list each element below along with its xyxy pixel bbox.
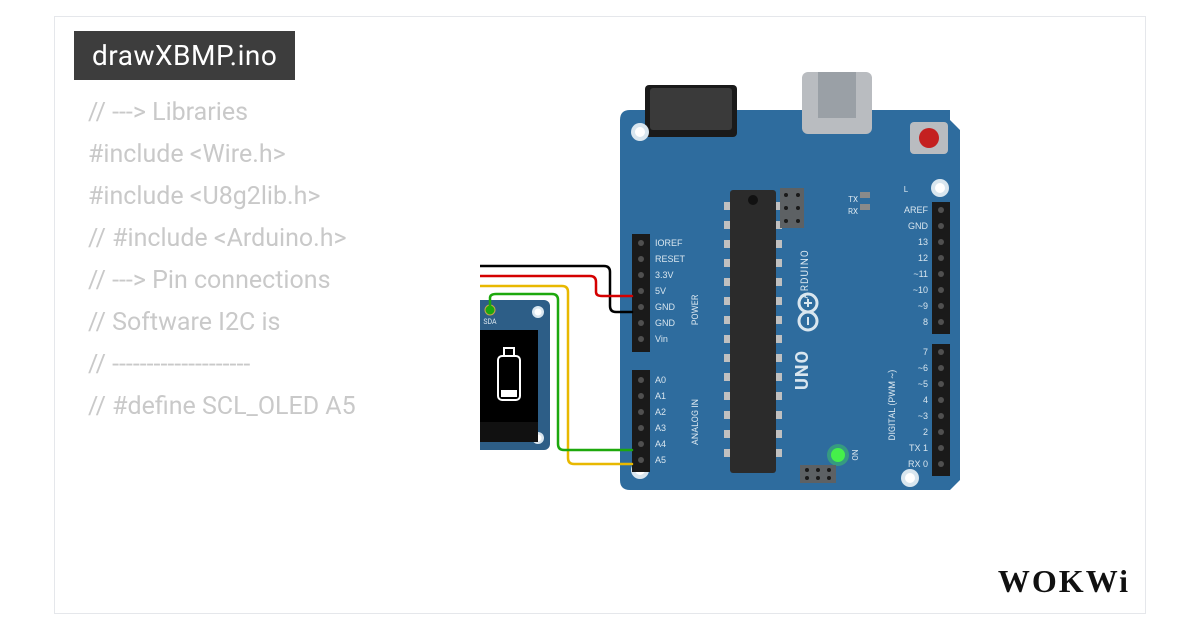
- svg-text:A1: A1: [655, 391, 666, 401]
- svg-text:~3: ~3: [918, 411, 928, 421]
- digital-label: DIGITAL (PWM ~): [887, 370, 898, 441]
- svg-text:~6: ~6: [918, 363, 928, 373]
- svg-text:IOREF: IOREF: [655, 238, 683, 248]
- svg-text:~11: ~11: [913, 269, 928, 279]
- tx-label: TX: [848, 195, 858, 204]
- svg-text:GND: GND: [655, 318, 676, 328]
- arduino-logo-text: ARDUINO: [800, 249, 811, 298]
- svg-text:SDA: SDA: [483, 318, 497, 326]
- analog-label: ANALOG IN: [691, 399, 701, 445]
- svg-text:2: 2: [923, 427, 928, 437]
- filename-tag: drawXBMP.ino: [74, 31, 295, 80]
- svg-text:A4: A4: [655, 439, 666, 449]
- svg-text:TX 1: TX 1: [909, 443, 928, 453]
- oled-module: GNDVCCSCLSDA 100%80%60%40%20%: [480, 300, 550, 450]
- svg-text:A0: A0: [655, 375, 666, 385]
- svg-text:8: 8: [923, 317, 928, 327]
- svg-text:~5: ~5: [918, 379, 928, 389]
- l-label: L: [904, 185, 909, 194]
- svg-text:GND: GND: [908, 221, 929, 231]
- svg-text:A5: A5: [655, 455, 666, 465]
- svg-text:12: 12: [918, 253, 928, 263]
- svg-text:A2: A2: [655, 407, 666, 417]
- svg-text:~9: ~9: [918, 301, 928, 311]
- svg-text:5V: 5V: [655, 286, 666, 296]
- rx-label: RX: [848, 207, 858, 216]
- svg-text:AREF: AREF: [904, 205, 929, 215]
- svg-text:3.3V: 3.3V: [655, 270, 674, 280]
- svg-text:4: 4: [923, 395, 928, 405]
- svg-text:RX 0: RX 0: [908, 459, 928, 469]
- svg-text:RESET: RESET: [655, 254, 686, 264]
- power-label: POWER: [691, 294, 701, 325]
- on-label: ON: [851, 449, 860, 461]
- arduino-uno: IOREF RESET 3.3V 5V GND GND Vin A0 A1 A2 A3 A4 A5 A…: [620, 72, 960, 490]
- svg-text:13: 13: [918, 237, 928, 247]
- svg-text:A3: A3: [655, 423, 666, 433]
- svg-text:~10: ~10: [913, 285, 928, 295]
- brand-logo: WOKWi: [998, 563, 1130, 600]
- svg-text:GND: GND: [655, 302, 676, 312]
- simulator-stage: IOREF RESET 3.3V 5V GND GND Vin A0 A1 A2 A3 A4 A5 A…: [480, 60, 1100, 530]
- uno-model: UNO: [792, 350, 813, 390]
- svg-text:7: 7: [923, 347, 928, 357]
- svg-text:Vin: Vin: [655, 334, 668, 344]
